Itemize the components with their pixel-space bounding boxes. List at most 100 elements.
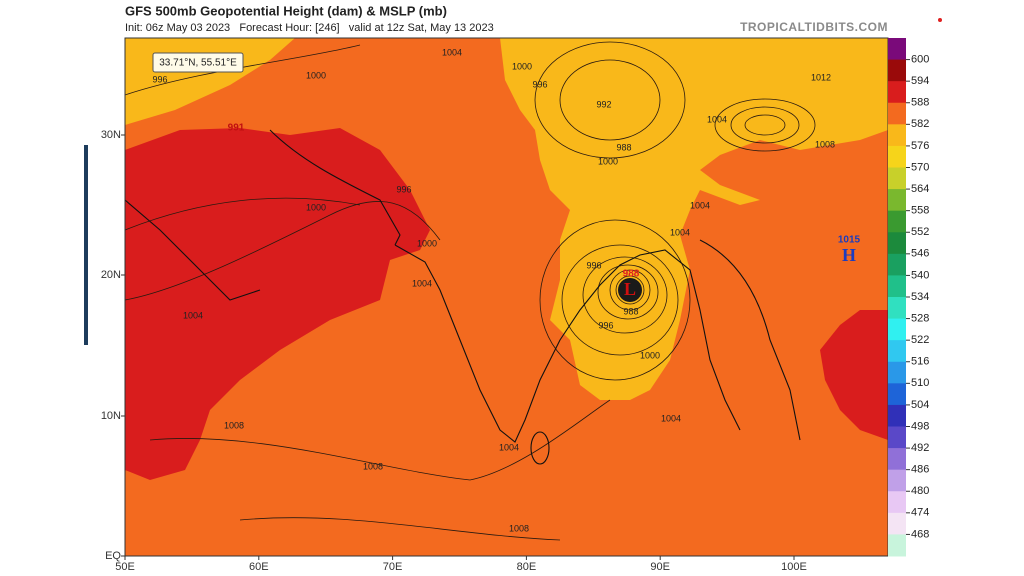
isobar-label: 1004 — [442, 47, 462, 57]
colorbar-segment — [888, 448, 906, 471]
isobar-label: 1004 — [670, 227, 690, 237]
colorbar-label: 600 — [911, 53, 929, 65]
coastline — [530, 431, 550, 465]
colorbar-label: 498 — [911, 420, 929, 432]
colorbar-label: 576 — [911, 140, 929, 152]
lat-label: 10N — [101, 410, 121, 422]
colorbar: 600 594 588 582 576 570 564 558 552 546 540 534 528 5… — [888, 38, 929, 557]
low-symbol: L — [624, 279, 636, 299]
isobar-label: 1008 — [815, 139, 835, 149]
high-pressure: 1015 — [838, 235, 861, 246]
colorbar-segment — [888, 469, 906, 492]
colorbar-segment — [888, 38, 906, 61]
colorbar-label: 588 — [911, 97, 929, 109]
isobar-label: 1000 — [417, 238, 437, 248]
colorbar-label: 594 — [911, 75, 929, 87]
lon-label: 80E — [517, 561, 537, 573]
coastline — [124, 129, 801, 443]
colorbar-segment — [888, 340, 906, 363]
isobar-label: 1004 — [690, 200, 710, 210]
isobar-label: 1008 — [363, 461, 383, 471]
isobar-label: 996 — [598, 320, 613, 330]
low-pressure: 988 — [623, 269, 640, 280]
isobar-label: 992 — [596, 99, 611, 109]
isobar-label: 988 — [616, 142, 631, 152]
isobar-label: 1000 — [640, 350, 660, 360]
colorbar-label: 558 — [911, 205, 929, 217]
colorbar-segment — [888, 404, 906, 427]
isobar-label: 1012 — [811, 72, 831, 82]
colorbar-label: 552 — [911, 226, 929, 238]
isobar — [124, 44, 611, 541]
lat-label: 30N — [101, 129, 121, 141]
lon-label: 90E — [650, 561, 670, 573]
colorbar-segment — [888, 102, 906, 125]
isobar-label: 996 — [532, 79, 547, 89]
high-symbol: H — [842, 245, 856, 265]
colorbar-segment — [888, 383, 906, 406]
colorbar-segment — [888, 167, 906, 190]
isobar-label: 1004 — [412, 278, 432, 288]
isobar-label: 996 — [396, 184, 411, 194]
isobar-label: 1008 — [509, 523, 529, 533]
isobar-label: 1004 — [499, 442, 519, 452]
colorbar-label: 480 — [911, 485, 929, 497]
isobar-label: 988 — [623, 306, 638, 316]
isobar — [597, 264, 659, 320]
colorbar-label: 468 — [911, 528, 929, 540]
colorbar-label: 492 — [911, 442, 929, 454]
isobar-label: 1000 — [306, 70, 326, 80]
isobar — [582, 256, 668, 334]
colorbar-segment — [888, 361, 906, 384]
cursor-coordinates: 33.71°N, 55.51°E — [159, 58, 237, 69]
colorbar-label: 510 — [911, 377, 929, 389]
colorbar-segment — [888, 426, 906, 449]
isobar-label: 1008 — [224, 420, 244, 430]
colorbar-label: 474 — [911, 507, 929, 519]
lon-label: 70E — [383, 561, 403, 573]
side-bar — [84, 145, 88, 345]
isobar — [534, 41, 686, 159]
colorbar-segment — [888, 253, 906, 276]
height-field — [820, 310, 888, 440]
isobar-label: 1004 — [183, 310, 203, 320]
title: GFS 500mb Geopotential Height (dam) & MS… — [125, 3, 447, 18]
isobar — [714, 98, 816, 152]
colorbar-segment — [888, 232, 906, 255]
isobar — [609, 269, 651, 311]
isobar-label: 1000 — [598, 156, 618, 166]
colorbar-label: 564 — [911, 183, 929, 195]
height-field — [500, 38, 888, 400]
colorbar-label: 540 — [911, 269, 929, 281]
colorbar-label: 570 — [911, 161, 929, 173]
lat-label: 20N — [101, 269, 121, 281]
isobars — [124, 41, 816, 541]
colorbar-label: 528 — [911, 312, 929, 324]
isobar-label: 1004 — [661, 413, 681, 423]
dot — [938, 18, 942, 22]
colorbar-segment — [888, 275, 906, 298]
colorbar-label: 522 — [911, 334, 929, 346]
lon-label: 100E — [781, 561, 807, 573]
colorbar-label: 504 — [911, 399, 929, 411]
colorbar-label: 516 — [911, 356, 929, 368]
isobar-label: 1004 — [707, 114, 727, 124]
colorbar-segment — [888, 145, 906, 168]
colorbar-segment — [888, 318, 906, 341]
isobar — [730, 106, 800, 144]
colorbar-segment — [888, 189, 906, 212]
map: L 988 991 1015 H 996 10001000100499610001… — [124, 37, 889, 557]
source: TROPICALTIDBITS.COM — [740, 20, 888, 34]
colorbar-label: 486 — [911, 464, 929, 476]
low-pressure: 991 — [228, 123, 245, 134]
isobar — [744, 114, 786, 136]
colorbar-segment — [888, 59, 906, 82]
lon-label: 50E — [115, 561, 135, 573]
isobar-label: 996 — [152, 74, 167, 84]
colorbar-label: 546 — [911, 248, 929, 260]
isobar-label: 1000 — [512, 61, 532, 71]
colorbar-segment — [888, 81, 906, 104]
isobar — [559, 59, 661, 141]
colorbar-segment — [888, 297, 906, 320]
cursor-tooltip — [152, 52, 244, 73]
